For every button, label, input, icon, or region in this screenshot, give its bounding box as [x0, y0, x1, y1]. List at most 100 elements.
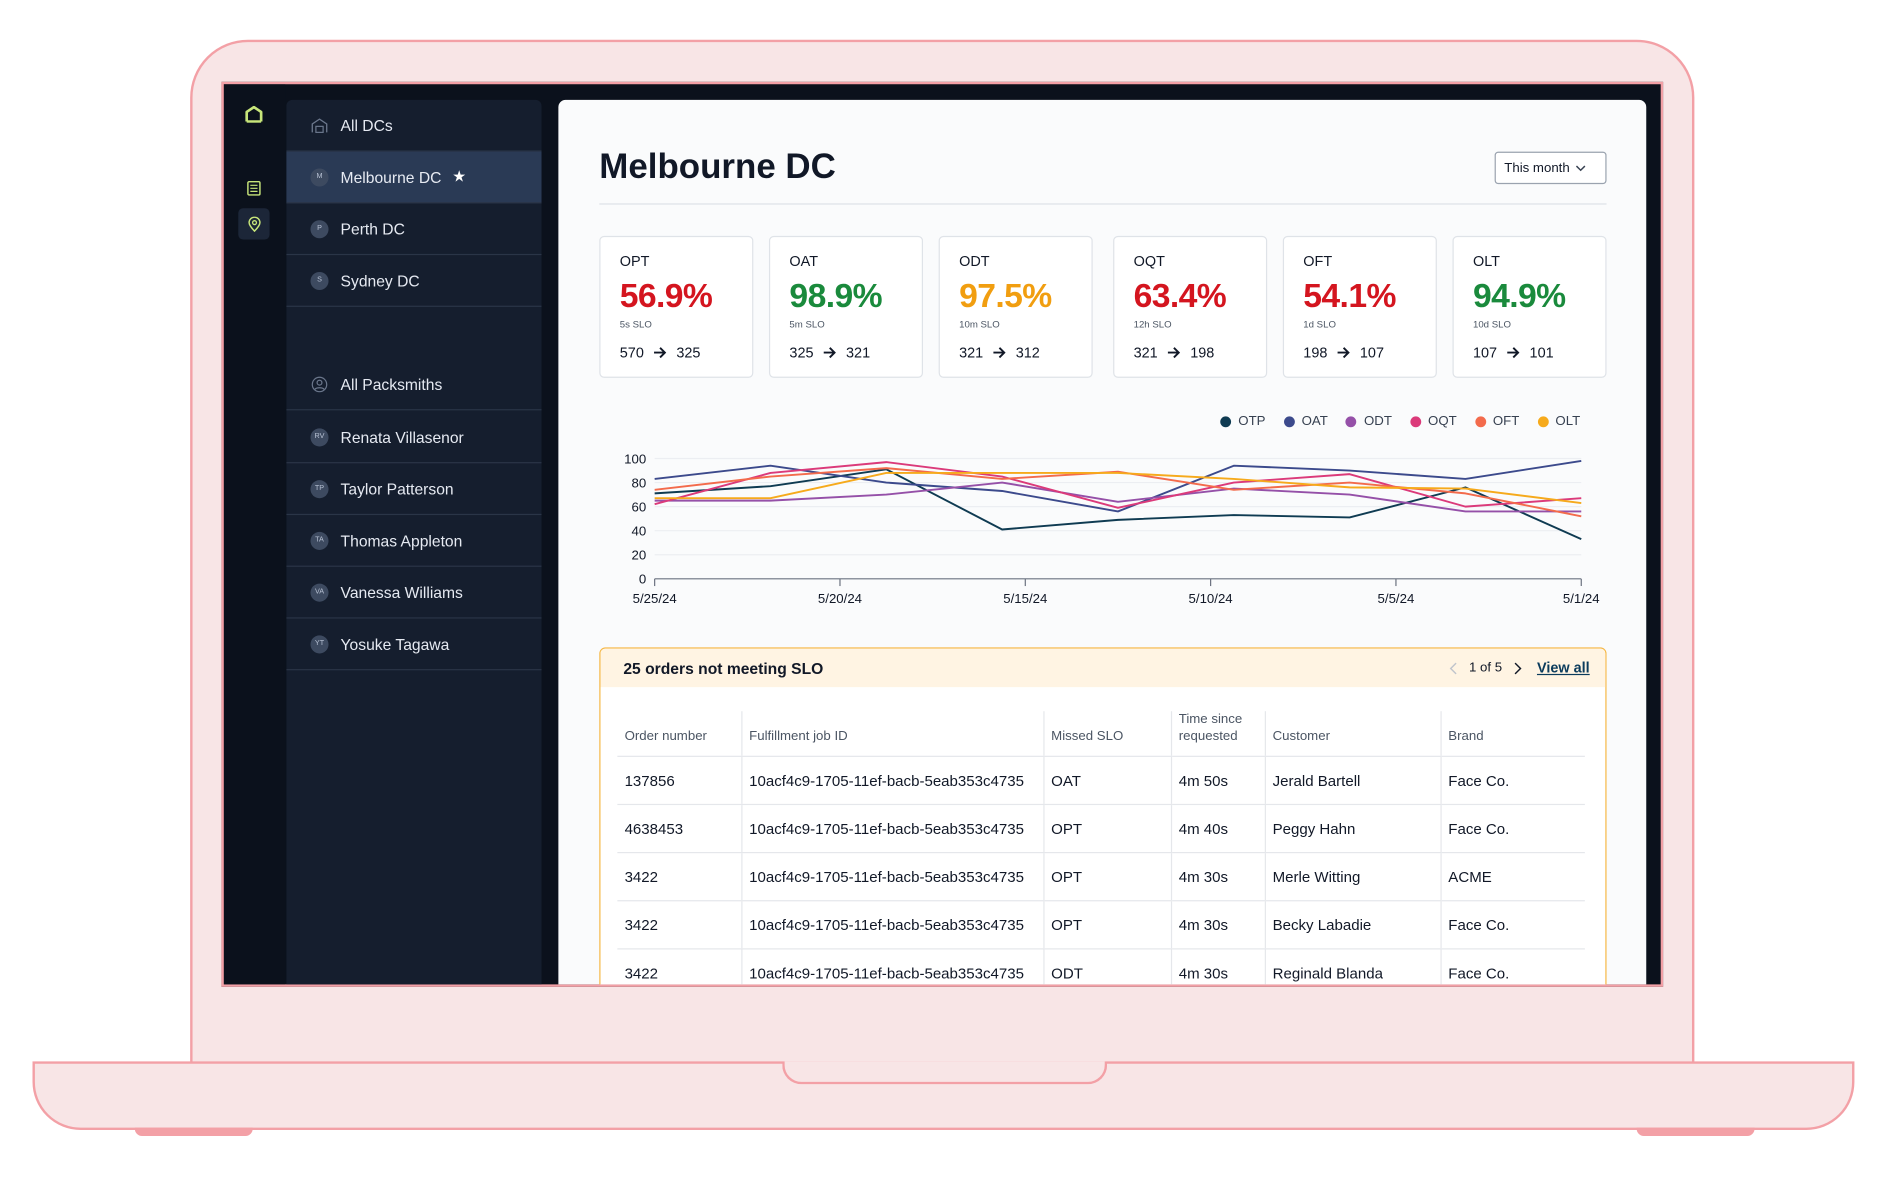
table-row[interactable]: 137856 10acf4c9-1705-11ef-bacb-5eab353c47… — [617, 756, 1585, 806]
metric-card-oft[interactable]: OFT 54.1% 1d SLO 198 107 — [1282, 235, 1437, 378]
series-line-odt — [654, 481, 1582, 513]
sidebar-item-renata-villasenor[interactable]: RV Renata Villasenor — [286, 412, 542, 464]
table-cell: ODT — [1042, 948, 1171, 985]
metric-to: 101 — [1529, 344, 1554, 362]
location-nav-icon[interactable] — [238, 208, 270, 240]
sidebar-item-melbourne-dc[interactable]: M Melbourne DC ★ — [286, 151, 542, 204]
legend-swatch — [1537, 415, 1549, 427]
home-logo-icon[interactable] — [244, 105, 263, 123]
people-icon — [311, 376, 328, 392]
chart-legend: OTP OAT ODT OQT OFT OLT — [1202, 413, 1580, 430]
arrow-right-icon — [1337, 347, 1350, 359]
star-icon[interactable]: ★ — [452, 167, 467, 186]
table-row[interactable]: 3422 10acf4c9-1705-11ef-bacb-5eab353c4735… — [617, 852, 1585, 902]
legend-item-oft[interactable]: OFT — [1474, 414, 1519, 428]
series-line-oqt — [654, 461, 1582, 509]
app-screen: All DCs M Melbourne DC ★ P Perth DC S Sy… — [221, 81, 1664, 987]
metric-card-olt[interactable]: OLT 94.9% 10d SLO 107 101 — [1452, 235, 1607, 378]
sidebar-item-sydney-dc[interactable]: S Sydney DC — [286, 255, 542, 307]
metric-flow: 570 325 — [620, 344, 701, 361]
pagination: 1 of 5 View all — [1448, 649, 1590, 688]
metric-card-oat[interactable]: OAT 98.9% 5m SLO 325 321 — [768, 235, 924, 378]
sidebar-item-taylor-patterson[interactable]: TP Taylor Patterson — [286, 463, 542, 516]
arrow-right-icon — [823, 347, 836, 359]
metric-from: 325 — [789, 344, 814, 362]
table-cell: 4m 30s — [1170, 900, 1265, 950]
metric-value: 94.9% — [1472, 276, 1566, 315]
metric-card-opt[interactable]: OPT 56.9% 5s SLO 570 325 — [599, 235, 754, 378]
table-cell: Merle Witting — [1264, 852, 1441, 902]
legend-label: OAT — [1301, 413, 1328, 429]
chevron-right-icon[interactable] — [1514, 661, 1522, 674]
metric-card-oqt[interactable]: OQT 63.4% 12h SLO 321 198 — [1113, 235, 1268, 378]
metric-slo: 5m SLO — [789, 318, 825, 330]
table-cell: Face Co. — [1439, 948, 1585, 985]
sidebar-item-all-packsmiths[interactable]: All Packsmiths — [286, 359, 542, 411]
series-line-oat — [654, 459, 1582, 513]
metric-slo: 12h SLO — [1133, 318, 1172, 330]
title-divider — [599, 203, 1607, 205]
sidebar-item-label: Yosuke Tagawa — [340, 634, 450, 653]
metric-label: OPT — [619, 252, 650, 270]
orders-nav-icon[interactable] — [238, 172, 269, 203]
column-header: Missed SLO — [1042, 711, 1171, 757]
table-cell: Becky Labadie — [1264, 900, 1441, 950]
laptop-foot-left — [134, 1127, 253, 1137]
legend-swatch — [1283, 415, 1295, 427]
avatar: P — [310, 219, 329, 238]
y-tick-label: 60 — [632, 499, 647, 514]
sidebar-item-label: All DCs — [340, 116, 393, 135]
y-tick-label: 80 — [632, 475, 647, 490]
sidebar-item-perth-dc[interactable]: P Perth DC — [286, 203, 542, 256]
legend-item-oat[interactable]: OAT — [1283, 413, 1328, 429]
table-cell: Reginald Blanda — [1264, 948, 1441, 985]
legend-item-otp[interactable]: OTP — [1220, 414, 1266, 428]
table-cell: 10acf4c9-1705-11ef-bacb-5eab353c4735 — [740, 852, 1044, 902]
sidebar: All DCs M Melbourne DC ★ P Perth DC S Sy… — [286, 99, 542, 985]
chevron-down-icon — [1576, 164, 1586, 171]
series-line-oft — [654, 467, 1582, 518]
chevron-left-icon[interactable] — [1448, 661, 1457, 674]
table-row[interactable]: 3422 10acf4c9-1705-11ef-bacb-5eab353c4735… — [617, 900, 1585, 950]
legend-item-oqt[interactable]: OQT — [1409, 414, 1457, 428]
table-cell: Face Co. — [1439, 900, 1585, 950]
orders-table: Order number Fulfillment job ID Missed S… — [617, 711, 1585, 985]
y-tick-label: 0 — [639, 572, 646, 587]
table-cell: OAT — [1042, 756, 1171, 806]
metric-card-odt[interactable]: ODT 97.5% 10m SLO 321 312 — [938, 235, 1093, 378]
table-row[interactable]: 4638453 10acf4c9-1705-11ef-bacb-5eab353c4… — [617, 804, 1585, 854]
x-tick-label: 5/25/24 — [633, 591, 677, 606]
view-all-link[interactable]: View all — [1536, 659, 1590, 677]
avatar: RV — [310, 427, 329, 446]
table-cell: 3422 — [617, 948, 742, 985]
sidebar-item-all-dcs[interactable]: All DCs — [286, 100, 542, 152]
table-row[interactable]: 3422 10acf4c9-1705-11ef-bacb-5eab353c4735… — [617, 948, 1585, 985]
metric-to: 198 — [1190, 344, 1215, 362]
series-line-olt — [654, 471, 1582, 504]
metric-slo: 5s SLO — [619, 318, 652, 330]
y-tick-label: 20 — [632, 548, 647, 563]
period-dropdown[interactable]: This month — [1494, 151, 1607, 185]
sidebar-item-thomas-appleton[interactable]: TA Thomas Appleton — [286, 515, 542, 567]
sidebar-item-label: Vanessa Williams — [340, 583, 463, 602]
table-cell: Peggy Hahn — [1264, 804, 1441, 854]
metric-value: 98.9% — [789, 276, 882, 315]
table-cell: 4m 50s — [1170, 756, 1265, 806]
arrow-right-icon — [993, 347, 1006, 359]
table-cell: 10acf4c9-1705-11ef-bacb-5eab353c4735 — [740, 948, 1044, 985]
series-line-otp — [654, 468, 1582, 541]
metric-from: 198 — [1303, 344, 1328, 362]
orders-panel-title: 25 orders not meeting SLO — [623, 658, 824, 677]
legend-item-olt[interactable]: OLT — [1537, 414, 1580, 428]
table-cell: ACME — [1439, 852, 1585, 902]
sidebar-item-label: Thomas Appleton — [340, 531, 463, 550]
legend-item-odt[interactable]: ODT — [1345, 414, 1392, 428]
metric-slo: 10m SLO — [959, 318, 1000, 330]
legend-swatch — [1345, 415, 1357, 427]
laptop-notch — [782, 1061, 1108, 1085]
avatar: YT — [310, 634, 329, 653]
table-cell: 4m 30s — [1170, 948, 1265, 985]
sidebar-item-vanessa-williams[interactable]: VA Vanessa Williams — [286, 567, 542, 619]
sidebar-item-yosuke-tagawa[interactable]: YT Yosuke Tagawa — [286, 619, 542, 671]
